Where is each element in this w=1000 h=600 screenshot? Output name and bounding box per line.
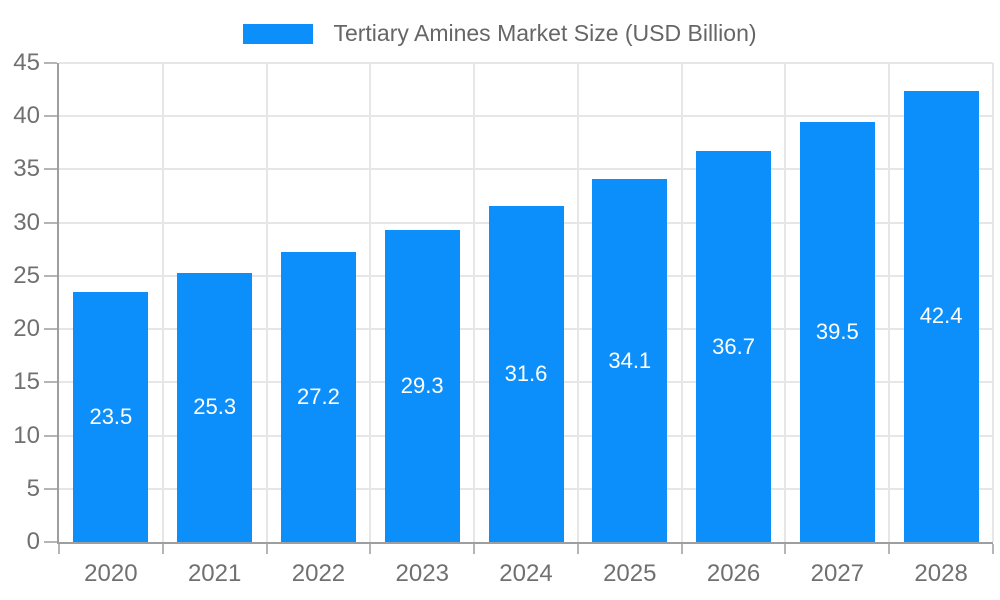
x-axis-label: 2023	[395, 560, 449, 587]
legend[interactable]: Tertiary Amines Market Size (USD Billion…	[0, 20, 1000, 47]
x-axis-tick	[161, 544, 164, 554]
bar-2021[interactable]: 25.3	[177, 272, 253, 542]
x-axis-tick	[888, 544, 891, 554]
x-axis-tick	[680, 544, 683, 554]
x-axis-line	[57, 542, 993, 544]
x-axis-tick	[473, 544, 476, 554]
gridline-vertical	[473, 63, 476, 542]
x-axis-tick	[58, 544, 60, 554]
x-axis-tick	[576, 544, 579, 554]
x-axis-label: 2028	[914, 560, 968, 587]
y-axis-tick	[44, 221, 57, 224]
y-axis-tick	[44, 168, 57, 171]
y-axis-line	[57, 63, 59, 544]
gridline-vertical	[576, 63, 579, 542]
y-axis-tick	[44, 328, 57, 331]
bar-2023[interactable]: 29.3	[384, 230, 460, 542]
gridline-vertical	[992, 63, 994, 542]
x-axis-label: 2021	[187, 560, 242, 587]
bar-2027[interactable]: 39.5	[799, 121, 875, 542]
gridline-horizontal	[59, 62, 993, 64]
x-axis-tick	[265, 544, 268, 554]
y-axis-tick	[44, 487, 57, 490]
bar-value-label: 25.3	[193, 394, 237, 420]
y-axis-label: 0	[26, 528, 40, 555]
bar-value-label: 27.2	[297, 384, 340, 410]
bar-2028[interactable]: 42.4	[903, 90, 979, 542]
y-axis-label: 20	[13, 315, 40, 343]
bar-2026[interactable]: 36.7	[696, 151, 772, 542]
bar-2020[interactable]: 23.5	[73, 291, 149, 542]
bar-value-label: 31.6	[504, 360, 548, 386]
bar-value-label: 34.1	[608, 347, 652, 373]
gridline-vertical	[161, 63, 164, 542]
legend-swatch-icon	[243, 23, 314, 44]
gridline-vertical	[265, 63, 268, 542]
bar-value-label: 23.5	[89, 403, 133, 429]
plot-area: 23.5 25.3 27.2 29.3 31.6 34.1 36.7 39.5 42.4	[44, 62, 994, 554]
y-axis-label: 40	[13, 102, 40, 130]
y-axis-tick	[44, 381, 57, 384]
y-axis-tick	[44, 434, 57, 437]
bar-2022[interactable]: 27.2	[280, 252, 356, 542]
y-axis-label: 45	[13, 49, 40, 76]
bar-value-label: 42.4	[919, 303, 963, 329]
x-axis-label: 2026	[706, 560, 761, 587]
gridline-vertical	[784, 63, 787, 542]
x-axis-label: 2024	[499, 560, 553, 587]
y-axis-label: 30	[13, 208, 40, 236]
bar-value-label: 39.5	[815, 318, 859, 344]
gridline-horizontal	[59, 115, 993, 118]
x-axis-tick	[784, 544, 787, 554]
x-axis-label: 2022	[291, 560, 346, 587]
gridline-vertical	[369, 63, 372, 542]
bar-2024[interactable]: 31.6	[488, 205, 564, 542]
y-axis-label: 5	[26, 474, 40, 502]
y-axis-tick	[44, 115, 57, 118]
bar-value-label: 29.3	[400, 373, 444, 399]
gridline-vertical	[888, 63, 891, 542]
legend-label: Tertiary Amines Market Size (USD Billion…	[333, 20, 757, 46]
x-axis-label: 2027	[810, 560, 865, 587]
x-axis-label: 2020	[84, 560, 138, 587]
x-axis-label: 2025	[603, 560, 657, 587]
y-axis-label: 15	[13, 368, 40, 396]
y-axis-tick	[44, 541, 57, 543]
gridline-vertical	[680, 63, 683, 542]
bar-value-label: 36.7	[712, 333, 755, 359]
y-axis-label: 25	[13, 261, 40, 289]
y-axis-tick	[44, 62, 57, 64]
x-axis-tick	[369, 544, 372, 554]
x-axis-tick	[992, 544, 994, 554]
y-axis-label: 10	[13, 421, 40, 449]
y-axis-tick	[44, 274, 57, 277]
y-axis-label: 35	[13, 155, 40, 183]
gridline-horizontal	[59, 168, 993, 171]
bar-2025[interactable]: 34.1	[592, 179, 668, 542]
